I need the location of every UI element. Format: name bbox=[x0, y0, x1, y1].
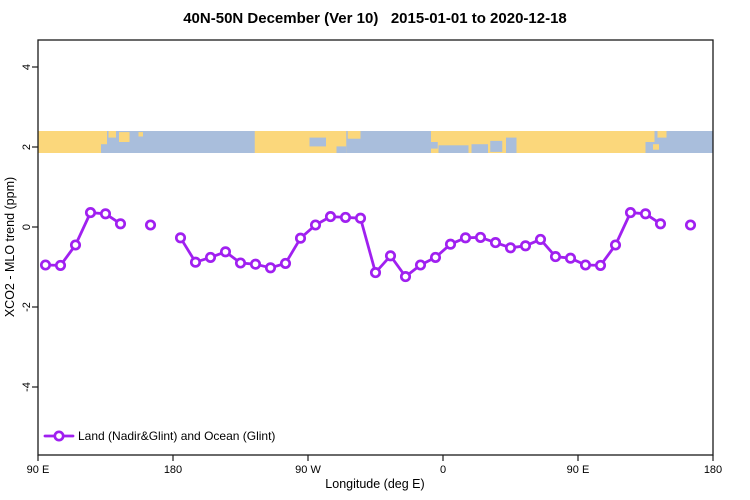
data-point bbox=[84, 207, 97, 219]
data-point bbox=[489, 237, 502, 249]
x-tick-label: 180 bbox=[164, 464, 182, 476]
data-point bbox=[234, 257, 247, 269]
x-tick-label: 90 W bbox=[295, 464, 321, 476]
data-point bbox=[219, 246, 232, 258]
data-point bbox=[264, 262, 277, 274]
legend-marker-icon bbox=[53, 430, 65, 442]
data-point bbox=[594, 259, 607, 271]
data-point bbox=[369, 267, 382, 279]
data-point bbox=[354, 212, 367, 224]
x-tick-label: 0 bbox=[440, 464, 446, 476]
map-band-land bbox=[653, 144, 659, 150]
map-band-land bbox=[254, 131, 347, 153]
data-point bbox=[534, 233, 547, 245]
y-tick-label: 4 bbox=[21, 64, 33, 70]
map-band-land bbox=[657, 131, 667, 138]
data-point bbox=[114, 218, 127, 230]
map-band bbox=[38, 131, 713, 153]
y-axis-title: XCO2 - MLO trend (ppm) bbox=[3, 177, 17, 317]
x-axis-title: Longitude (deg E) bbox=[325, 477, 424, 491]
y-tick-label: -2 bbox=[21, 302, 33, 312]
x-tick-label: 180 bbox=[704, 464, 722, 476]
map-band-water bbox=[431, 142, 438, 149]
data-point bbox=[639, 208, 652, 220]
data-point bbox=[444, 238, 457, 250]
data-point bbox=[339, 211, 352, 223]
map-band-land bbox=[645, 131, 655, 142]
data-point bbox=[294, 232, 307, 244]
map-band-land bbox=[101, 131, 107, 145]
data-point bbox=[189, 256, 202, 268]
map-band-land bbox=[138, 132, 143, 137]
data-point bbox=[654, 218, 667, 230]
map-band-water bbox=[471, 144, 488, 153]
data-point bbox=[309, 219, 322, 231]
data-point bbox=[459, 232, 472, 244]
data-point bbox=[564, 252, 577, 264]
data-point bbox=[384, 250, 397, 262]
x-tick-label: 90 E bbox=[27, 464, 50, 476]
data-point bbox=[684, 219, 697, 231]
data-point bbox=[324, 211, 337, 223]
data-point bbox=[624, 207, 637, 219]
map-band-land bbox=[347, 131, 361, 139]
data-point bbox=[429, 251, 442, 263]
data-point bbox=[414, 259, 427, 271]
map-band-water bbox=[438, 145, 469, 153]
legend-label: Land (Nadir&Glint) and Ocean (Glint) bbox=[78, 429, 275, 443]
data-point bbox=[519, 240, 532, 252]
map-band-water bbox=[490, 140, 503, 152]
map-band-land bbox=[38, 131, 101, 153]
data-point bbox=[144, 219, 157, 231]
map-band-land bbox=[119, 132, 130, 142]
plot-border bbox=[37, 39, 714, 456]
data-point bbox=[174, 232, 187, 244]
data-point bbox=[549, 251, 562, 263]
data-point bbox=[579, 259, 592, 271]
y-tick-label: -4 bbox=[21, 382, 33, 392]
data-point bbox=[249, 258, 262, 270]
y-tick-label: 2 bbox=[21, 144, 33, 150]
chart-title: 40N-50N December (Ver 10) 2015-01-01 to … bbox=[183, 10, 567, 27]
data-point bbox=[399, 271, 412, 283]
map-band-land bbox=[108, 131, 116, 138]
map-band-water bbox=[506, 137, 517, 153]
x-tick-label: 90 E bbox=[567, 464, 590, 476]
map-band-water bbox=[336, 146, 347, 153]
data-point bbox=[204, 251, 217, 263]
data-point bbox=[99, 208, 112, 220]
legend: Land (Nadir&Glint) and Ocean (Glint) bbox=[43, 429, 275, 443]
series-line bbox=[44, 211, 122, 267]
data-point bbox=[474, 231, 487, 243]
data-series bbox=[39, 207, 697, 283]
data-point bbox=[279, 257, 292, 269]
data-point bbox=[54, 259, 67, 271]
y-tick-label: 0 bbox=[21, 224, 33, 230]
data-point bbox=[39, 259, 52, 271]
data-point bbox=[69, 239, 82, 251]
axes: 90 E 180 90 W 0 90 E 180 -4 -2 0 2 4 bbox=[21, 39, 722, 476]
map-band-water bbox=[309, 137, 326, 147]
data-point bbox=[609, 239, 622, 251]
data-point bbox=[504, 242, 517, 254]
